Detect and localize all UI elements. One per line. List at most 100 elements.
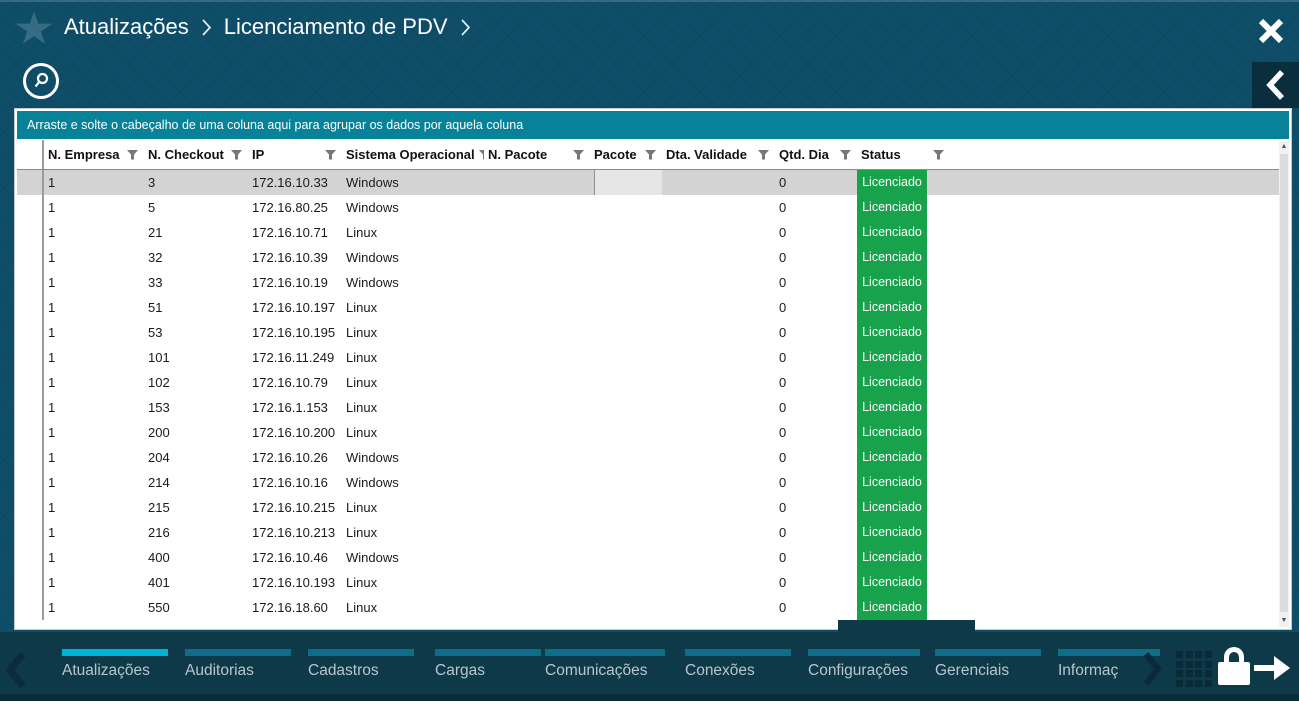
cell-status[interactable]: Licenciado xyxy=(857,420,950,445)
cell-empresa[interactable]: 1 xyxy=(48,550,56,565)
cell-qtd_dia[interactable]: 0 xyxy=(779,550,787,565)
cell-n_pacote[interactable] xyxy=(484,245,590,270)
cell-checkout[interactable]: 21 xyxy=(148,225,163,240)
cell-qtd_dia[interactable]: 0 xyxy=(779,300,787,315)
cell-qtd_dia[interactable]: 0 xyxy=(779,500,787,515)
cell-dta_validade[interactable] xyxy=(662,495,775,520)
cell-pacote[interactable] xyxy=(590,170,662,195)
table-row[interactable]: 1 200 172.16.10.200 Linux 0 Licenciado xyxy=(17,420,1289,445)
cell-checkout[interactable]: 214 xyxy=(148,475,170,490)
cell-empresa[interactable]: 1 xyxy=(48,275,56,290)
cell-status[interactable]: Licenciado xyxy=(857,495,950,520)
cell-checkout[interactable]: 5 xyxy=(148,200,156,215)
breadcrumb-item-licenciamento-de-pdv[interactable]: Licenciamento de PDV xyxy=(223,14,448,39)
cell-status[interactable]: Licenciado xyxy=(857,270,950,295)
cell-pacote[interactable] xyxy=(590,495,662,520)
cell-qtd_dia[interactable]: 0 xyxy=(779,525,787,540)
cell-empresa[interactable]: 1 xyxy=(48,450,56,465)
cell-status[interactable]: Licenciado xyxy=(857,295,950,320)
filter-icon[interactable] xyxy=(231,149,242,160)
cell-dta_validade[interactable] xyxy=(662,470,775,495)
cell-status[interactable]: Licenciado xyxy=(857,395,950,420)
cell-so[interactable]: Windows xyxy=(346,275,399,290)
table-row[interactable]: 1 153 172.16.1.153 Linux 0 Licenciado xyxy=(17,395,1289,420)
cell-status[interactable]: Licenciado xyxy=(857,195,950,220)
cell-qtd_dia[interactable]: 0 xyxy=(779,375,787,390)
column-header-n-pacote[interactable]: N. Pacote xyxy=(484,140,590,169)
cell-dta_validade[interactable] xyxy=(662,320,775,345)
cell-ip[interactable]: 172.16.10.16 xyxy=(252,475,328,490)
cell-n_pacote[interactable] xyxy=(484,345,590,370)
column-header-ip[interactable]: IP xyxy=(248,140,342,169)
table-row[interactable]: 1 204 172.16.10.26 Windows 0 Licenciado xyxy=(17,445,1289,470)
nav-scroll-right-button[interactable] xyxy=(1142,651,1162,692)
cell-ip[interactable]: 172.16.10.39 xyxy=(252,250,328,265)
column-header-sistema-operacional[interactable]: Sistema Operacional xyxy=(342,140,484,169)
cell-qtd_dia[interactable]: 0 xyxy=(779,250,787,265)
cell-ip[interactable]: 172.16.10.71 xyxy=(252,225,328,240)
cell-checkout[interactable]: 550 xyxy=(148,600,170,615)
cell-dta_validade[interactable] xyxy=(662,245,775,270)
table-row[interactable]: 1 401 172.16.10.193 Linux 0 Licenciado xyxy=(17,570,1289,595)
cell-qtd_dia[interactable]: 0 xyxy=(779,350,787,365)
nav-scroll-left-button[interactable] xyxy=(4,650,28,695)
table-row[interactable]: 1 102 172.16.10.79 Linux 0 Licenciado xyxy=(17,370,1289,395)
cell-pacote[interactable] xyxy=(590,395,662,420)
filter-icon[interactable] xyxy=(933,149,944,160)
cell-checkout[interactable]: 101 xyxy=(148,350,170,365)
cell-checkout[interactable]: 401 xyxy=(148,575,170,590)
cell-checkout[interactable]: 200 xyxy=(148,425,170,440)
cell-n_pacote[interactable] xyxy=(484,470,590,495)
cell-dta_validade[interactable] xyxy=(662,520,775,545)
nav-tab-gerenciais[interactable]: Gerenciais xyxy=(935,649,1041,680)
nav-tab-comunicacoes[interactable]: Comunicações xyxy=(545,649,665,680)
cell-empresa[interactable]: 1 xyxy=(48,325,56,340)
cell-so[interactable]: Linux xyxy=(346,575,378,590)
cell-pacote[interactable] xyxy=(590,570,662,595)
cell-n_pacote[interactable] xyxy=(484,520,590,545)
cell-checkout[interactable]: 51 xyxy=(148,300,163,315)
column-header-qtd-dia[interactable]: Qtd. Dia xyxy=(775,140,857,169)
cell-so[interactable]: Linux xyxy=(346,425,378,440)
cell-pacote[interactable] xyxy=(590,420,662,445)
cell-dta_validade[interactable] xyxy=(662,395,775,420)
filter-icon[interactable] xyxy=(127,149,138,160)
cell-empresa[interactable]: 1 xyxy=(48,575,56,590)
cell-ip[interactable]: 172.16.10.19 xyxy=(252,275,328,290)
cell-empresa[interactable]: 1 xyxy=(48,500,56,515)
cell-dta_validade[interactable] xyxy=(662,170,775,195)
lock-button[interactable] xyxy=(1218,647,1250,685)
cell-so[interactable]: Linux xyxy=(346,600,378,615)
cell-so[interactable]: Linux xyxy=(346,350,378,365)
cell-empresa[interactable]: 1 xyxy=(48,475,56,490)
cell-so[interactable]: Linux xyxy=(346,375,378,390)
cell-pacote[interactable] xyxy=(590,220,662,245)
cell-pacote[interactable] xyxy=(590,520,662,545)
cell-ip[interactable]: 172.16.10.193 xyxy=(252,575,336,590)
cell-n_pacote[interactable] xyxy=(484,595,590,620)
cell-status[interactable]: Licenciado xyxy=(857,520,950,545)
cell-checkout[interactable]: 204 xyxy=(148,450,170,465)
cell-qtd_dia[interactable]: 0 xyxy=(779,200,787,215)
cell-checkout[interactable]: 102 xyxy=(148,375,170,390)
cell-status[interactable]: Licenciado xyxy=(857,345,950,370)
cell-checkout[interactable]: 53 xyxy=(148,325,163,340)
cell-ip[interactable]: 172.16.80.25 xyxy=(252,200,328,215)
pacote-inline-editor[interactable] xyxy=(594,170,662,195)
cell-n_pacote[interactable] xyxy=(484,270,590,295)
cell-n_pacote[interactable] xyxy=(484,320,590,345)
cell-n_pacote[interactable] xyxy=(484,395,590,420)
filter-icon[interactable] xyxy=(758,149,769,160)
cell-ip[interactable]: 172.16.10.213 xyxy=(252,525,336,540)
filter-icon[interactable] xyxy=(645,149,656,160)
cell-so[interactable]: Windows xyxy=(346,450,399,465)
cell-qtd_dia[interactable]: 0 xyxy=(779,400,787,415)
cell-ip[interactable]: 172.16.10.26 xyxy=(252,450,328,465)
search-button[interactable] xyxy=(23,63,59,99)
cell-dta_validade[interactable] xyxy=(662,595,775,620)
cell-qtd_dia[interactable]: 0 xyxy=(779,450,787,465)
cell-status[interactable]: Licenciado xyxy=(857,570,950,595)
group-by-drop-zone[interactable]: Arraste e solte o cabeçalho de uma colun… xyxy=(17,111,1289,139)
filter-icon[interactable] xyxy=(325,149,336,160)
cell-so[interactable]: Windows xyxy=(346,550,399,565)
